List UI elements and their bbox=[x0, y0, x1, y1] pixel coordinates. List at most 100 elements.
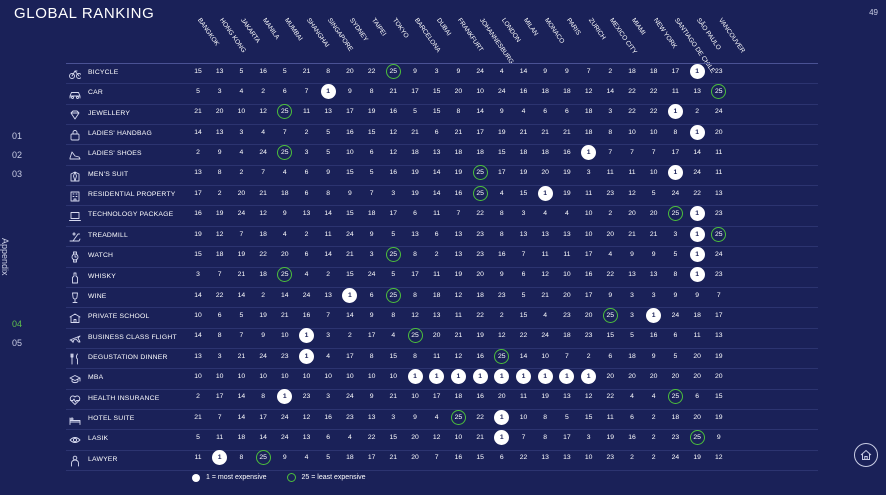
rank-cell: 6 bbox=[621, 409, 643, 429]
rank-cell: 1 bbox=[317, 83, 339, 103]
rank-cell: 12 bbox=[426, 429, 448, 449]
rank-cell: 10 bbox=[339, 144, 361, 164]
rank-cell: 16 bbox=[643, 328, 665, 348]
rank-value: 21 bbox=[563, 128, 571, 136]
home-button[interactable] bbox=[854, 443, 878, 467]
city-header-jakarta: JAKARTA bbox=[239, 16, 262, 45]
rank-value: 5 bbox=[369, 169, 374, 177]
rank-cell: 13 bbox=[404, 226, 426, 246]
row-divider bbox=[66, 470, 818, 471]
nav-item-04[interactable]: 04 bbox=[12, 319, 23, 329]
rank-cell: 13 bbox=[447, 226, 469, 246]
rank-value: 12 bbox=[498, 332, 506, 340]
rank-value: 2 bbox=[651, 454, 656, 462]
rank-cell: 8 bbox=[230, 450, 252, 470]
rank-cell: 23 bbox=[708, 205, 730, 225]
rank-value: 15 bbox=[346, 210, 354, 218]
row-label: WINE bbox=[88, 292, 107, 300]
row-label: MBA bbox=[88, 374, 104, 382]
rank-value: 16 bbox=[259, 67, 267, 75]
rank-value: 4 bbox=[326, 352, 331, 360]
table-row-ladies-handbag: LADIES' HANDBAG 14 13 3 4 7 2 5 16 15 12 21 6 21 17 19 2… bbox=[66, 124, 818, 144]
rank-cell: 11 bbox=[556, 246, 578, 266]
city-header-paris: PARIS bbox=[564, 16, 582, 37]
table-row-whisky: WHISKY 3 7 21 18 25 4 2 15 24 5 17 11 19 20 9 6 12 10 16 22 1… bbox=[66, 267, 818, 287]
rank-value: 2 bbox=[196, 393, 200, 401]
rank-value: 4 bbox=[282, 230, 287, 238]
rank-value: 17 bbox=[215, 393, 224, 401]
rank-value: 10 bbox=[259, 372, 267, 380]
nav-item-01[interactable]: 01 bbox=[12, 131, 23, 141]
rank-cell: 5 bbox=[382, 226, 404, 246]
bottle-icon bbox=[69, 271, 81, 283]
rank-value: 21 bbox=[281, 311, 289, 319]
rank-cell: 1 bbox=[339, 287, 361, 307]
rank-value: 3 bbox=[391, 413, 396, 421]
rank-value: 21 bbox=[541, 291, 549, 299]
rank-cell: 19 bbox=[252, 307, 274, 327]
rank-cell: 9 bbox=[556, 63, 578, 83]
rank-cell: 23 bbox=[556, 307, 578, 327]
rank-value: 21 bbox=[476, 434, 484, 441]
rank-cell: 15 bbox=[382, 348, 404, 368]
rank-value: 10 bbox=[237, 372, 246, 380]
rank-value: 6 bbox=[630, 413, 634, 421]
row-divider bbox=[66, 185, 818, 187]
rank-value: 14 bbox=[194, 332, 202, 340]
rank-cell: 9 bbox=[317, 165, 339, 185]
rank-cell: 22 bbox=[599, 389, 621, 409]
rank-value: 10 bbox=[649, 169, 658, 177]
rank-value: 12 bbox=[432, 434, 441, 441]
rank-value: 12 bbox=[259, 210, 267, 218]
rank-value: 3 bbox=[196, 271, 200, 279]
rank-value: 3 bbox=[521, 210, 526, 218]
rank-value: 5 bbox=[391, 230, 396, 238]
rank-value: 4 bbox=[348, 434, 352, 441]
rank-cell: 1 bbox=[469, 368, 491, 388]
rank-value: 16 bbox=[498, 250, 506, 258]
rank-value: 3 bbox=[630, 311, 634, 319]
rank-cell: 4 bbox=[274, 226, 296, 246]
rank-cell: 25 bbox=[274, 267, 296, 287]
rank-cell: 10 bbox=[361, 368, 383, 388]
city-header-taipei: TAIPEI bbox=[369, 16, 387, 38]
rank-value: 18 bbox=[541, 149, 549, 157]
rank-value: 9 bbox=[217, 149, 222, 157]
rank-value: 13 bbox=[215, 67, 224, 75]
rank-cell: 21 bbox=[274, 307, 296, 327]
nav-item-05[interactable]: 05 bbox=[12, 338, 23, 348]
rank-cell: 1 bbox=[491, 409, 513, 429]
rank-cell: 10 bbox=[621, 124, 643, 144]
rank-value: 20 bbox=[715, 128, 723, 136]
rank-cell: 6 bbox=[296, 185, 318, 205]
rank-cell: 15 bbox=[513, 307, 535, 327]
rank-cell: 7 bbox=[296, 83, 318, 103]
appendix-label[interactable]: Appendix bbox=[0, 238, 10, 276]
nav-item-03[interactable]: 03 bbox=[12, 169, 23, 179]
rank-value: 13 bbox=[649, 271, 658, 279]
row-label: TREADMILL bbox=[88, 231, 128, 239]
lawyer-icon bbox=[69, 454, 81, 467]
rank-value: 9 bbox=[261, 332, 265, 340]
rank-cell: 10 bbox=[252, 368, 274, 388]
rank-value: 23 bbox=[671, 434, 680, 441]
rank-value: 10 bbox=[584, 230, 593, 238]
row-label: LADIES' SHOES bbox=[88, 150, 142, 158]
rank-cell: 4 bbox=[534, 307, 556, 327]
nav-item-02[interactable]: 02 bbox=[12, 150, 23, 160]
rank-cell: 17 bbox=[491, 165, 513, 185]
rank-cell: 17 bbox=[426, 389, 448, 409]
rank-cell: 21 bbox=[187, 409, 209, 429]
rank-cell: 2 bbox=[643, 429, 665, 449]
rank-cell: 6 bbox=[296, 165, 318, 185]
rank-cell: 16 bbox=[469, 348, 491, 368]
rank-value: 22 bbox=[367, 434, 376, 441]
rank-value: 24 bbox=[715, 108, 723, 116]
rank-cell: 9 bbox=[361, 226, 383, 246]
rank-cell: 4 bbox=[491, 185, 513, 205]
rank-value: 24 bbox=[498, 88, 506, 96]
row-divider bbox=[66, 449, 818, 451]
rank-cell: 9 bbox=[339, 83, 361, 103]
rank-least-expensive: 25 bbox=[689, 430, 705, 445]
rank-cell: 25 bbox=[469, 185, 491, 205]
